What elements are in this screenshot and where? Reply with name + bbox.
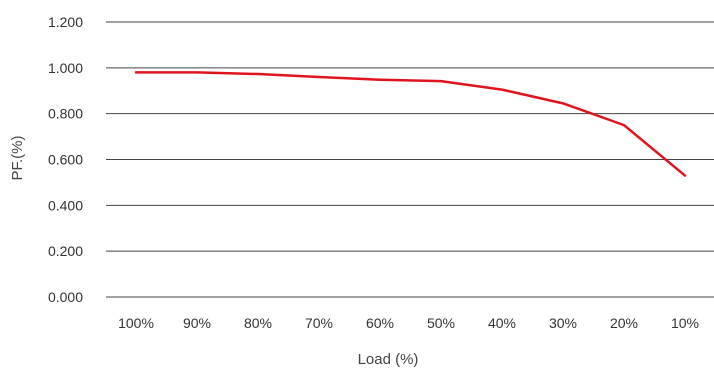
x-tick-label: 90% xyxy=(183,315,211,331)
y-gridlines xyxy=(106,21,714,298)
x-tick-label: 10% xyxy=(671,315,699,331)
x-tick-label: 80% xyxy=(244,315,272,331)
series-lines xyxy=(134,71,687,177)
x-tick-label: 60% xyxy=(366,315,394,331)
x-tick-labels: 100% 90% 80% 70% 60% 50% 40% 30% 20% 10% xyxy=(118,315,699,331)
x-tick-label: 40% xyxy=(488,315,516,331)
y-axis-title: PF.(%) xyxy=(9,135,26,180)
y-tick-label: 0.000 xyxy=(48,289,83,305)
y-tick-label: 0.200 xyxy=(48,243,83,259)
y-tick-label: 1.000 xyxy=(48,60,83,76)
x-tick-label: 50% xyxy=(427,315,455,331)
x-axis-title: Load (%) xyxy=(358,351,419,368)
series-line xyxy=(134,71,687,177)
y-tick-label: 1.200 xyxy=(48,14,83,30)
y-tick-label: 0.600 xyxy=(48,152,83,168)
x-tick-label: 30% xyxy=(549,315,577,331)
x-tick-label: 20% xyxy=(610,315,638,331)
y-tick-labels: 0.000 0.200 0.400 0.600 0.800 1.000 1.200 xyxy=(48,14,83,305)
x-tick-label: 70% xyxy=(305,315,333,331)
y-tick-label: 0.800 xyxy=(48,106,83,122)
y-tick-label: 0.400 xyxy=(48,197,83,213)
x-tick-label: 100% xyxy=(118,315,154,331)
